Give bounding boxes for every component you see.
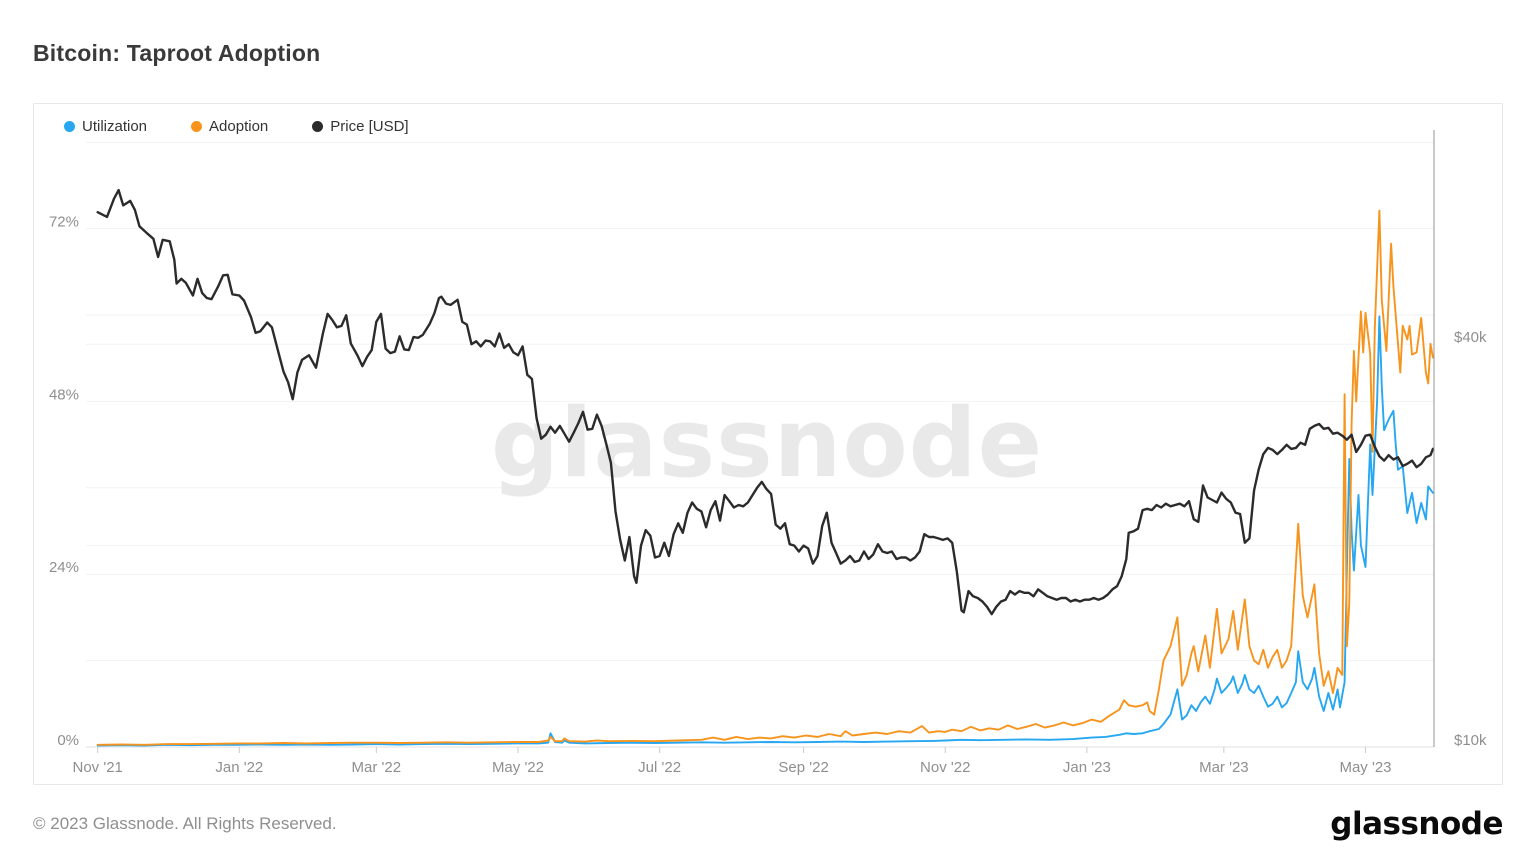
y-axis-left-label: 0%: [57, 732, 79, 749]
x-axis-label: Mar '22: [352, 759, 402, 776]
legend-item-adoption[interactable]: Adoption: [191, 118, 268, 135]
y-axis-right-label: $40k: [1454, 329, 1487, 346]
legend: Utilization Adoption Price [USD]: [64, 114, 427, 139]
series-line-utilization[interactable]: [96, 315, 1434, 747]
x-axis-label: May '23: [1339, 759, 1391, 776]
x-axis-label: May '22: [492, 759, 544, 776]
y-axis-right-label: $10k: [1454, 732, 1487, 749]
legend-dot-icon: [191, 121, 203, 132]
x-axis-label: Mar '23: [1199, 759, 1249, 776]
legend-dot-icon: [312, 121, 324, 132]
legend-label: Adoption: [209, 118, 269, 135]
series-line-adoption[interactable]: [96, 209, 1434, 746]
x-axis-label: Jan '22: [215, 759, 263, 776]
watermark: glassnode: [491, 389, 1043, 499]
x-axis-label: Jan '23: [1063, 759, 1111, 776]
x-axis-label: Sep '22: [778, 759, 828, 776]
page-title: Bitcoin: Taproot Adoption: [33, 40, 321, 66]
legend-item-utilization[interactable]: Utilization: [64, 118, 147, 135]
legend-dot-icon: [64, 121, 75, 132]
y-axis-left-label: 72%: [49, 214, 79, 231]
legend-item-price-usd-[interactable]: Price [USD]: [312, 118, 409, 135]
x-axis-label: Jul '22: [638, 759, 681, 776]
chart-card: glassnode Nov '21 Jan '22 Mar '22 May '22 Jul…: [33, 103, 1503, 785]
footer: © 2023 Glassnode. All Rights Reserved. g…: [33, 806, 1503, 842]
chart-plot-area[interactable]: glassnode Nov '21 Jan '22 Mar '22 May '22 Jul…: [34, 104, 1502, 784]
x-axis-label: Nov '21: [73, 759, 123, 776]
x-axis-label: Nov '22: [920, 759, 970, 776]
glassnode-logo: glassnode: [1330, 806, 1503, 842]
y-axis-left-label: 24%: [49, 559, 79, 576]
legend-label: Utilization: [82, 118, 148, 135]
copyright-text: © 2023 Glassnode. All Rights Reserved.: [33, 814, 337, 833]
y-axis-left-label: 48%: [49, 386, 79, 403]
series-line-price-usd-[interactable]: [96, 188, 1435, 616]
legend-label: Price [USD]: [330, 118, 409, 135]
